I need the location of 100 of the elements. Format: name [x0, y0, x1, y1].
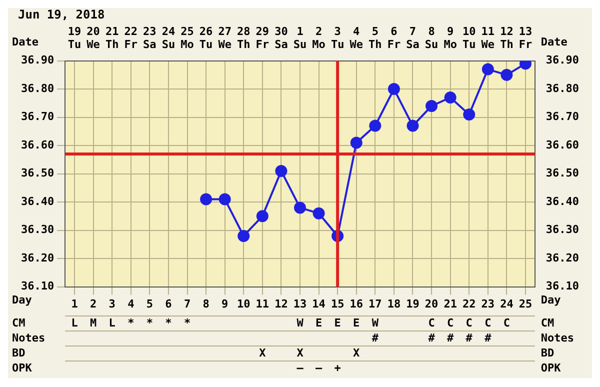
x-tick-label: 19	[406, 297, 420, 310]
text: OPK	[12, 361, 32, 374]
x2-tick-label: 8 Su	[424, 24, 438, 52]
x2-tick-label: 20 We	[86, 24, 100, 52]
x-tick-label: 12	[274, 297, 288, 310]
x-tick-label: 22	[462, 297, 476, 310]
text: BD	[540, 346, 555, 360]
point	[218, 193, 231, 206]
x-tick-label: 9	[222, 297, 228, 310]
chart-title: Jun 19, 2018	[18, 7, 105, 22]
y-tick-label: 36.50	[20, 166, 54, 180]
text: #	[466, 331, 473, 344]
y-tick-label: 36.70	[20, 110, 54, 124]
text: *	[146, 316, 153, 330]
x2-tick-label: 25 Mo	[180, 24, 194, 52]
point	[256, 210, 268, 222]
text: C	[466, 316, 472, 330]
y2-tick-label: 36.50	[546, 166, 580, 180]
x-axis-title: Day	[540, 293, 562, 306]
text: Day	[12, 293, 32, 306]
text: E	[353, 316, 360, 330]
y2-tick-label: 36.40	[546, 194, 580, 208]
x2-tick-label: 21 Th	[105, 24, 120, 52]
point	[238, 230, 250, 242]
point	[350, 136, 362, 149]
text: Notes	[540, 331, 574, 344]
y2-tick-label: 36.30	[546, 223, 580, 236]
x2-tick-label: 27 We	[218, 24, 232, 52]
text: X	[353, 346, 360, 360]
x-tick-label: 6	[165, 297, 172, 310]
text: C	[503, 316, 510, 330]
point	[406, 120, 419, 132]
x2-tick-label: 23 Sa	[143, 24, 156, 52]
y2-tick-label: 36.80	[546, 82, 580, 95]
x2-tick-label: 29 Fr	[256, 24, 270, 52]
x2-tick-label: 30 Sa	[274, 24, 288, 52]
x2-tick-label: 13 Fr	[518, 24, 532, 52]
text: Date	[12, 35, 38, 48]
point	[463, 108, 476, 120]
x2-tick-label: 22 Fr	[124, 24, 138, 52]
text: W	[296, 316, 304, 330]
y-tick-label: 36.80	[20, 82, 54, 95]
text: +	[334, 361, 342, 374]
text: *	[128, 316, 134, 330]
x-tick-label: 16	[350, 297, 364, 310]
x-tick-label: 10	[237, 297, 250, 310]
x-tick-label: 18	[387, 297, 401, 310]
y2-tick-label: 36.70	[546, 110, 580, 124]
x2-tick-label: 3 Tu	[330, 24, 344, 52]
x-tick-label: 2	[90, 297, 97, 310]
text: X	[259, 346, 266, 360]
text: W	[372, 316, 379, 330]
text: E	[315, 316, 322, 330]
text: *	[184, 316, 191, 330]
text: OPK	[540, 361, 562, 374]
text: L	[108, 316, 116, 330]
y-tick-label: 36.60	[20, 138, 54, 152]
y-tick-label: 36.20	[20, 251, 54, 264]
x2-tick-label: 26 Tu	[199, 24, 214, 52]
point	[500, 68, 513, 81]
y-tick-label: 36.30	[20, 223, 54, 236]
x2-tick-label: 1 Su	[293, 24, 307, 52]
text: E	[334, 316, 341, 330]
x2-tick-label: 19 Tu	[68, 24, 82, 52]
x2-tick-label: 12 Th	[500, 24, 514, 52]
text: –	[315, 361, 322, 374]
text: #	[372, 331, 379, 344]
x2-tick-label: 7 Sa	[406, 24, 420, 52]
x-tick-label: 4	[128, 297, 135, 310]
x2-tick-label: 28 Th	[237, 24, 250, 52]
text: –	[296, 361, 304, 374]
x-tick-label: 3	[108, 297, 116, 310]
text: *	[165, 316, 172, 330]
y2-tick-label: 36.20	[546, 251, 580, 264]
x-tick-label: 23	[481, 297, 495, 310]
x2-tick-label: 5 Th	[368, 24, 382, 52]
point	[444, 92, 456, 104]
x-tick-label: 7	[184, 297, 191, 310]
point	[388, 83, 400, 96]
text: #	[428, 331, 436, 344]
x-tick-label: 15	[330, 297, 344, 310]
x-tick-label: 8	[202, 297, 210, 310]
x2-tick-label: 4 We	[350, 24, 364, 52]
text: CM	[12, 316, 26, 330]
point	[275, 164, 288, 177]
x-tick-label: 21	[444, 297, 458, 310]
x-tick-label: 5	[146, 297, 153, 310]
y2-tick-label: 36.10	[546, 280, 580, 293]
point	[294, 202, 306, 214]
text: C	[484, 316, 492, 330]
text: C	[428, 316, 435, 330]
x-tick-label: 17	[368, 297, 382, 310]
point	[312, 207, 325, 220]
x-tick-label: 25	[518, 297, 532, 310]
y-tick-label: 36.10	[20, 280, 54, 293]
text: C	[447, 316, 454, 330]
x-tick-label: 20	[424, 297, 438, 310]
point	[369, 120, 382, 132]
text: Notes	[12, 331, 46, 344]
y2-tick-label: 36.60	[546, 138, 580, 152]
